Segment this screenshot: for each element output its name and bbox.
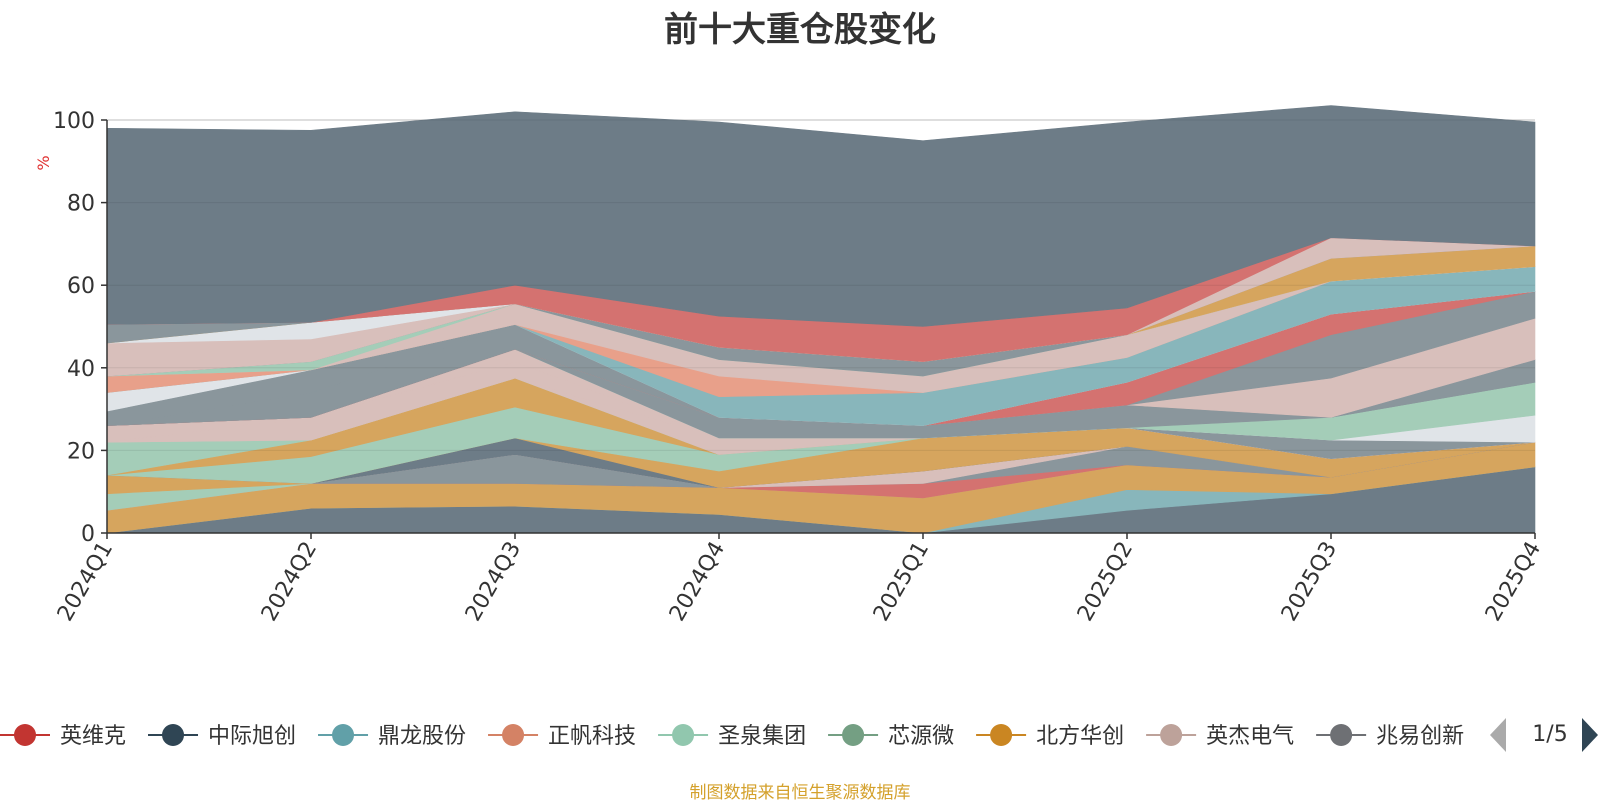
legend-item[interactable]: 兆易创新 bbox=[1316, 724, 1464, 749]
y-tick-label: 100 bbox=[53, 109, 95, 134]
legend-marker-icon bbox=[162, 724, 185, 746]
x-tick-label: 2025Q3 bbox=[1277, 538, 1342, 626]
y-tick-label: 80 bbox=[67, 192, 95, 217]
y-tick-label: 60 bbox=[67, 274, 95, 299]
x-tick-label: 2024Q1 bbox=[53, 538, 118, 626]
y-tick-label: 0 bbox=[81, 522, 95, 547]
legend-item[interactable]: 英杰电气 bbox=[1146, 724, 1294, 749]
legend-label: 中际旭创 bbox=[208, 724, 296, 749]
legend-marker-icon bbox=[1160, 724, 1183, 746]
legend-label: 英维克 bbox=[60, 724, 126, 749]
legend-marker-icon bbox=[672, 724, 695, 746]
area-series-42 bbox=[106, 105, 1536, 327]
x-tick-label: 2025Q1 bbox=[869, 538, 934, 626]
y-tick-label: 40 bbox=[67, 357, 95, 382]
legend: 英维克 中际旭创 鼎龙股份 正帆科技 圣泉集团 芯源微 北方华创 英杰电气 兆易创新 1/5 bbox=[0, 718, 1598, 752]
x-tick-label: 2025Q2 bbox=[1073, 538, 1138, 626]
legend-label: 圣泉集团 bbox=[718, 724, 806, 749]
legend-marker-icon bbox=[14, 724, 36, 746]
legend-label: 正帆科技 bbox=[548, 724, 636, 749]
legend-item[interactable]: 鼎龙股份 bbox=[318, 724, 466, 749]
y-tick-label: 20 bbox=[67, 439, 95, 464]
x-tick-label: 2024Q4 bbox=[665, 538, 730, 626]
legend-label: 兆易创新 bbox=[1376, 724, 1464, 749]
area-layer bbox=[106, 105, 1536, 534]
legend-next-icon[interactable] bbox=[1582, 718, 1598, 752]
legend-label: 英杰电气 bbox=[1206, 724, 1294, 749]
legend-marker-icon bbox=[332, 724, 355, 746]
legend-item[interactable]: 中际旭创 bbox=[148, 724, 296, 749]
legend-page-indicator: 1/5 bbox=[1532, 722, 1567, 747]
chart-title: 前十大重仓股变化 bbox=[664, 10, 936, 50]
x-tick-label: 2025Q4 bbox=[1481, 538, 1546, 626]
legend-item[interactable]: 英维克 bbox=[0, 724, 126, 749]
legend-item[interactable]: 芯源微 bbox=[828, 724, 954, 749]
x-tick-label: 2024Q2 bbox=[257, 538, 322, 626]
legend-label: 鼎龙股份 bbox=[378, 724, 466, 749]
source-note: 制图数据来自恒生聚源数据库 bbox=[689, 783, 911, 803]
x-tick-label: 2024Q3 bbox=[461, 538, 526, 626]
legend-marker-icon bbox=[502, 724, 525, 746]
legend-label: 北方华创 bbox=[1036, 724, 1124, 749]
legend-prev-icon[interactable] bbox=[1490, 718, 1506, 752]
legend-label: 芯源微 bbox=[888, 724, 954, 749]
legend-marker-icon bbox=[990, 724, 1013, 746]
legend-marker-icon bbox=[1330, 724, 1353, 746]
legend-item[interactable]: 北方华创 bbox=[976, 724, 1124, 749]
legend-marker-icon bbox=[842, 724, 865, 746]
legend-item[interactable]: 正帆科技 bbox=[488, 724, 636, 749]
y-axis-unit-label: % bbox=[34, 155, 53, 170]
legend-item[interactable]: 圣泉集团 bbox=[658, 724, 806, 749]
